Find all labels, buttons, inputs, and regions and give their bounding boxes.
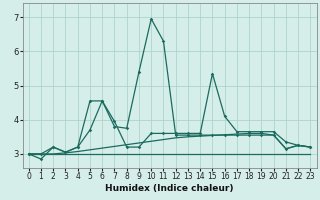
X-axis label: Humidex (Indice chaleur): Humidex (Indice chaleur)	[105, 184, 234, 193]
